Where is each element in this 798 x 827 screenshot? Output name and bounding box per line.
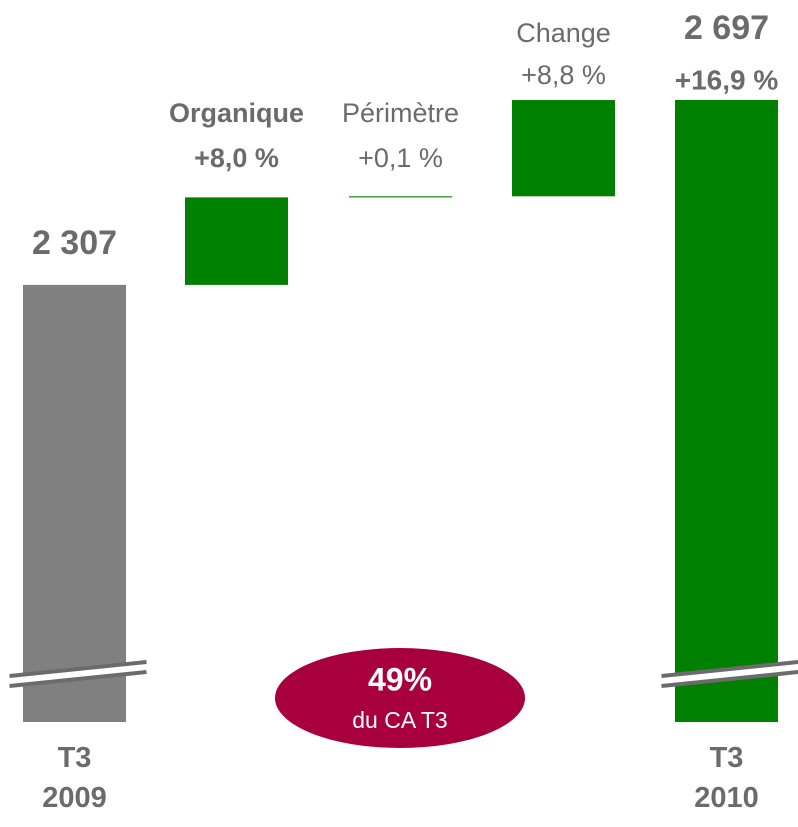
break-line: [9, 670, 147, 688]
axis-break: [661, 660, 798, 688]
category-label: Périmètre: [342, 98, 459, 128]
value-label: +0,1 %: [358, 143, 443, 173]
axis-break: [9, 660, 147, 688]
value-label: 2 697: [684, 9, 769, 47]
break-gap: [661, 662, 798, 686]
bar: [512, 100, 615, 197]
break-line: [661, 660, 798, 678]
bar: [349, 196, 452, 198]
break-line: [9, 660, 147, 678]
bar: [185, 197, 288, 285]
break-line: [661, 670, 798, 688]
category-label: Change: [516, 18, 611, 48]
value-label: +8,0 %: [194, 143, 279, 173]
annotation-title: 49%: [368, 661, 432, 697]
category-label: T3 2009: [42, 742, 107, 814]
value-label: +8,8 %: [521, 60, 606, 90]
category-label: Organique: [169, 98, 304, 128]
total-change-label: +16,9 %: [675, 64, 779, 95]
break-gap: [9, 662, 147, 686]
bar: [675, 100, 778, 722]
value-label: 2 307: [32, 224, 117, 262]
annotation-bubble: [275, 648, 525, 748]
bar: [23, 284, 126, 722]
category-label: T3 2010: [694, 742, 759, 814]
annotation-text: du CA T3: [352, 707, 447, 733]
